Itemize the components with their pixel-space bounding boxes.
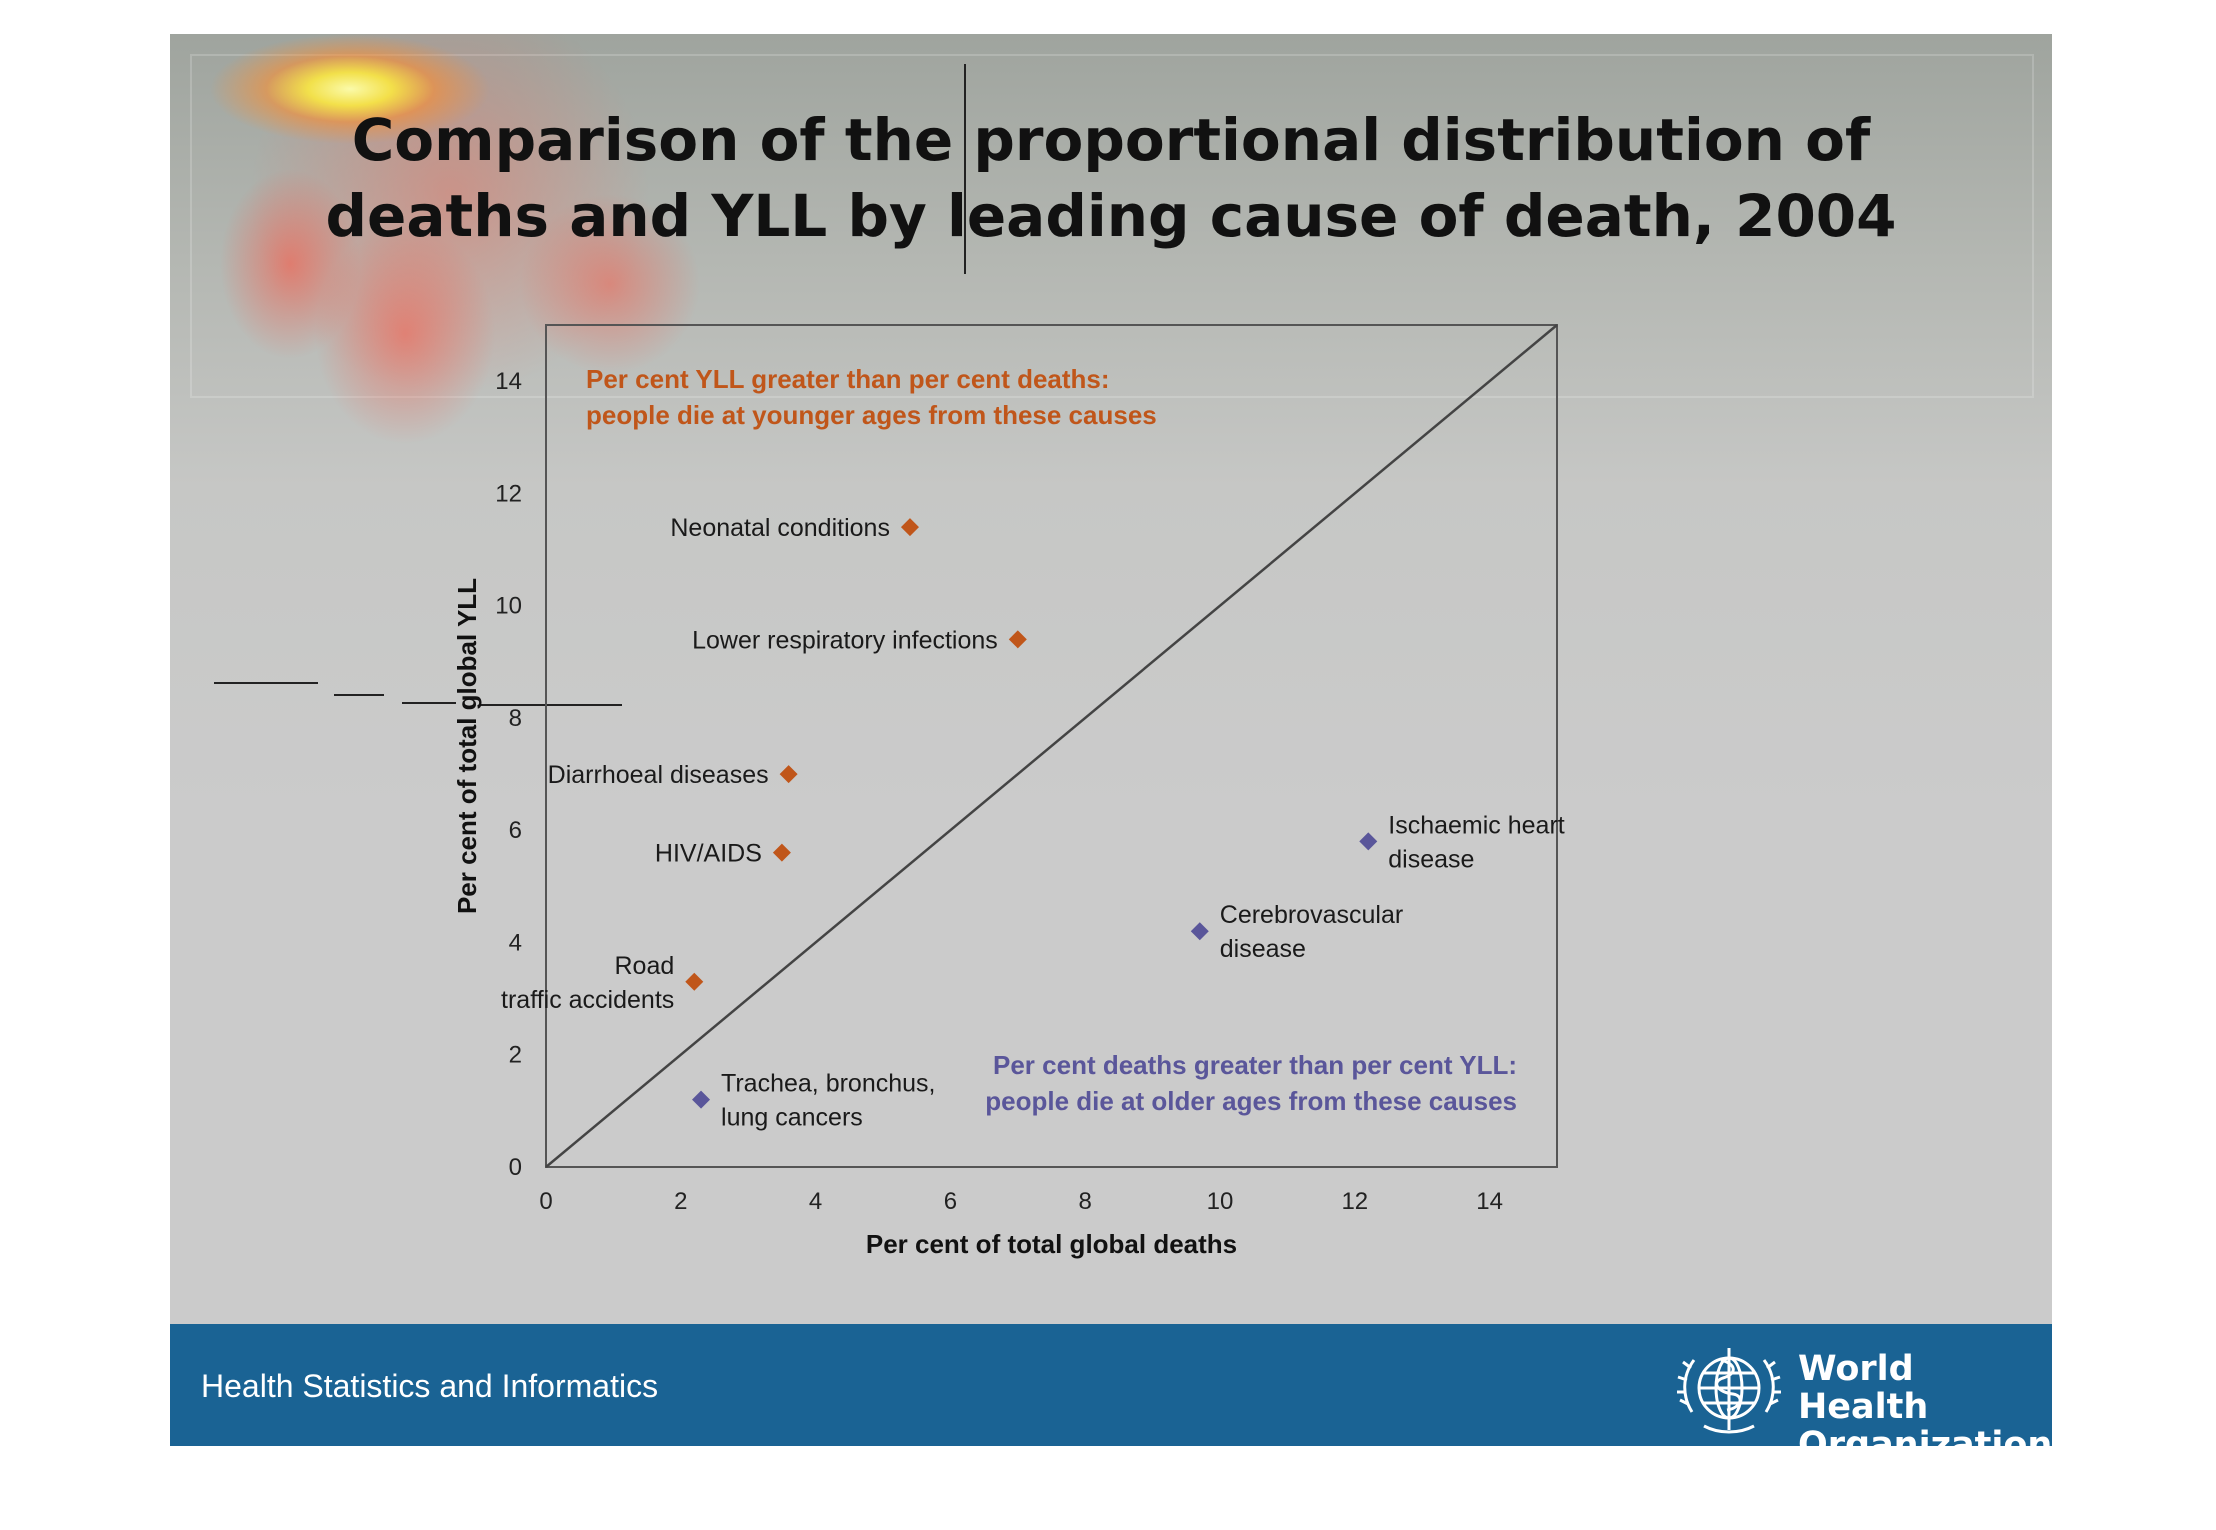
x-tick-label-6: 12 — [1341, 1188, 1368, 1215]
footer-text: Health Statistics and Informatics — [201, 1368, 659, 1404]
y-axis-title: Per cent of total global YLL — [452, 578, 482, 914]
data-point-label-5-0: Trachea, bronchus, — [721, 1070, 935, 1098]
plot-frame — [545, 324, 1558, 1168]
chart-title-line-2: deaths and YLL by leading cause of death… — [325, 182, 1897, 250]
x-axis-title: Per cent of total global deaths — [866, 1229, 1237, 1259]
data-point-label-5-1: lung cancers — [721, 1104, 863, 1132]
who-wordmark-line-2: Organization — [1798, 1425, 2052, 1446]
data-point-label-7-1: disease — [1388, 845, 1474, 873]
who-emblem-icon — [1677, 1348, 1781, 1434]
cursor-horizontal-line — [480, 704, 622, 706]
data-point-label-6-1: disease — [1220, 935, 1306, 963]
data-point-label-3-0: HIV/AIDS — [655, 840, 762, 868]
cursor-vertical-line — [964, 64, 966, 274]
who-wordmark: World Health Organization — [1798, 1350, 2052, 1446]
data-point-0 — [900, 518, 919, 537]
chart-title-line-1: Comparison of the proportional distribut… — [351, 106, 1871, 174]
x-tick-label-1: 2 — [674, 1188, 687, 1215]
footer-bar: Health Statistics and Informatics World … — [170, 1324, 2052, 1446]
data-point-label-6-0: Cerebrovascular — [1220, 901, 1403, 929]
who-wordmark-line-1: World Health — [1798, 1349, 1929, 1427]
data-point-4 — [685, 972, 704, 991]
data-point-label-0-0: Neonatal conditions — [670, 514, 890, 542]
x-tick-label-7: 14 — [1476, 1188, 1503, 1215]
y-tick-label-4: 8 — [509, 705, 522, 732]
x-tick-label-5: 10 — [1207, 1188, 1234, 1215]
data-point-6 — [1190, 922, 1209, 941]
y-tick-label-5: 10 — [495, 593, 522, 620]
chart-title: Comparison of the proportional distribut… — [170, 102, 2052, 254]
data-point-label-4-0: Road — [615, 952, 675, 980]
data-point-label-4-1: traffic accidents — [501, 986, 674, 1014]
x-tick-label-2: 4 — [809, 1188, 822, 1215]
data-point-label-7-0: Ischaemic heart — [1388, 811, 1565, 839]
annotation-lower-right-line-2: people die at older ages from these caus… — [985, 1086, 1517, 1116]
data-point-1 — [1008, 630, 1027, 649]
cursor-dash-2 — [334, 694, 384, 696]
annotation-upper-left-line-2: people die at younger ages from these ca… — [586, 400, 1157, 430]
y-tick-label-7: 14 — [495, 368, 522, 395]
y-tick-label-2: 4 — [509, 929, 522, 956]
y-tick-label-1: 2 — [509, 1042, 522, 1069]
x-tick-label-0: 0 — [539, 1188, 552, 1215]
y-tick-label-0: 0 — [509, 1154, 522, 1181]
slide: Comparison of the proportional distribut… — [170, 34, 2052, 1446]
x-tick-label-3: 6 — [944, 1188, 957, 1215]
data-point-label-2-0: Diarrhoeal diseases — [548, 761, 769, 789]
x-tick-label-4: 8 — [1079, 1188, 1092, 1215]
scatter-chart: 0 2 4 6 8 10 12 14 0 2 4 6 8 10 12 14 Per cent of total … — [452, 324, 1565, 1259]
reference-line — [545, 324, 1558, 1168]
annotation-lower-right-line-1: Per cent deaths greater than per cent YL… — [993, 1050, 1517, 1080]
data-point-2 — [779, 765, 798, 784]
annotation-upper-left-line-1: Per cent YLL greater than per cent death… — [586, 364, 1110, 394]
y-tick-label-3: 6 — [509, 817, 522, 844]
cursor-dash-1 — [214, 682, 318, 684]
y-tick-label-6: 12 — [495, 480, 522, 507]
data-point-3 — [772, 843, 791, 862]
data-point-5 — [692, 1090, 711, 1109]
data-point-label-1-0: Lower respiratory infections — [692, 626, 998, 654]
data-point-7 — [1359, 832, 1378, 851]
cursor-dash-3 — [402, 702, 456, 704]
